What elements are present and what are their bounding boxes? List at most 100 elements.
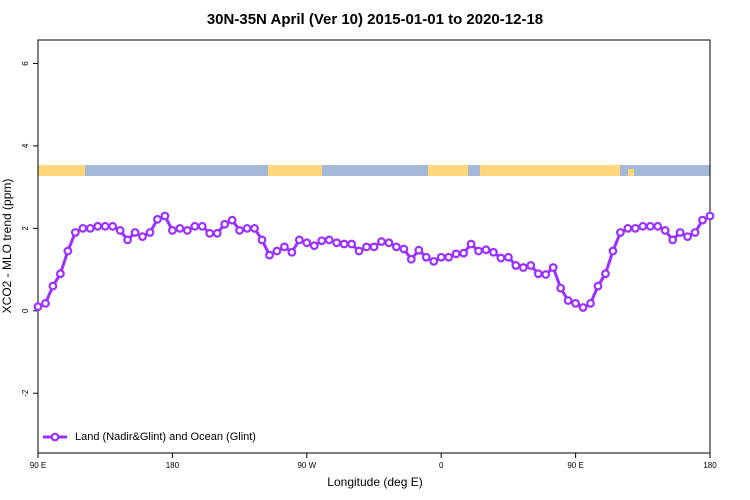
data-point <box>571 298 580 308</box>
data-point <box>309 241 319 251</box>
data-point <box>41 298 50 308</box>
land-band <box>480 165 620 176</box>
data-point <box>436 252 446 262</box>
data-point <box>384 238 394 248</box>
data-point <box>250 223 259 233</box>
x-tick-label: 90 E <box>567 461 583 470</box>
land-band <box>628 169 634 176</box>
data-point <box>392 242 401 252</box>
x-tick-label: 180 <box>703 461 717 470</box>
land-band <box>428 165 468 176</box>
x-tick-label: 90 E <box>30 461 46 470</box>
data-point <box>645 221 655 231</box>
data-point <box>690 228 700 237</box>
data-point <box>272 246 282 256</box>
data-point <box>466 239 476 249</box>
data-point <box>518 263 528 272</box>
data-point <box>33 302 43 312</box>
data-point <box>70 228 80 237</box>
data-point <box>474 246 483 256</box>
data-point <box>138 232 147 242</box>
data-point <box>406 254 416 264</box>
data-point <box>705 211 715 221</box>
y-tick-label: 6 <box>21 61 30 66</box>
data-point <box>660 226 670 235</box>
data-point <box>182 226 192 235</box>
data-point <box>63 246 73 256</box>
data-point <box>511 261 521 270</box>
x-tick-label: 90 W <box>297 461 316 470</box>
data-point <box>317 236 327 246</box>
data-point <box>481 245 491 255</box>
plot-frame <box>37 39 711 454</box>
y-tick-label: 2 <box>21 226 30 231</box>
y-tick-label: -2 <box>21 389 30 397</box>
data-point <box>302 238 312 248</box>
data-point <box>190 221 200 231</box>
data-point <box>294 235 304 245</box>
data-point <box>421 252 431 262</box>
data-point <box>429 256 439 266</box>
data-point <box>205 228 215 238</box>
y-tick-label: 0 <box>21 308 30 313</box>
chart-title: 30N-35N April (Ver 10) 2015-01-01 to 202… <box>207 11 543 28</box>
data-point <box>78 223 88 233</box>
x-axis-label: Longitude (deg E) <box>327 475 422 489</box>
data-point <box>683 232 692 242</box>
data-point <box>332 238 342 248</box>
data-point <box>451 249 461 259</box>
data-point <box>197 221 207 231</box>
land-ocean-band <box>38 165 710 176</box>
data-point <box>563 296 573 305</box>
data-point <box>160 211 170 221</box>
data-point <box>212 228 222 238</box>
data-point <box>167 226 177 235</box>
data-point <box>489 247 498 257</box>
data-point <box>668 235 678 245</box>
data-point <box>444 252 454 262</box>
data-point <box>601 269 610 279</box>
data-point <box>556 283 566 293</box>
data-point <box>130 228 140 237</box>
data-point <box>153 214 162 224</box>
legend-label: Land (Nadir&Glint) and Ocean (Glint) <box>75 431 256 443</box>
data-point <box>220 219 230 229</box>
land-band <box>38 165 85 176</box>
data-point <box>541 270 551 279</box>
data-point <box>265 250 274 260</box>
data-point <box>175 223 185 233</box>
data-point <box>108 221 118 231</box>
data-point <box>593 281 603 291</box>
data-point <box>698 215 707 225</box>
data-point <box>280 242 289 252</box>
data-point <box>235 226 245 235</box>
data-point <box>115 226 125 235</box>
data-point <box>369 242 379 252</box>
data-point <box>93 221 103 231</box>
series-line <box>37 214 711 310</box>
data-point <box>504 252 513 262</box>
data-point <box>623 223 633 233</box>
y-axis-label: XCO2 - MLO trend (ppm) <box>0 179 14 314</box>
data-point <box>85 223 95 233</box>
data-point <box>399 244 409 254</box>
data-point <box>608 246 618 256</box>
data-point <box>287 247 297 257</box>
data-point <box>324 235 334 245</box>
y-tick-label: 4 <box>21 143 30 148</box>
ocean-band <box>38 165 710 176</box>
data-point <box>675 228 685 237</box>
data-point <box>56 269 65 279</box>
x-tick-label: 0 <box>439 461 444 470</box>
data-point <box>347 239 357 249</box>
data-point <box>638 221 648 231</box>
data-point <box>354 246 364 256</box>
data-point <box>578 303 588 312</box>
data-point <box>145 228 155 237</box>
data-point <box>616 228 625 237</box>
x-tick-label: 180 <box>166 461 180 470</box>
land-band <box>268 165 322 176</box>
data-point <box>459 248 469 258</box>
data-point <box>526 261 536 270</box>
